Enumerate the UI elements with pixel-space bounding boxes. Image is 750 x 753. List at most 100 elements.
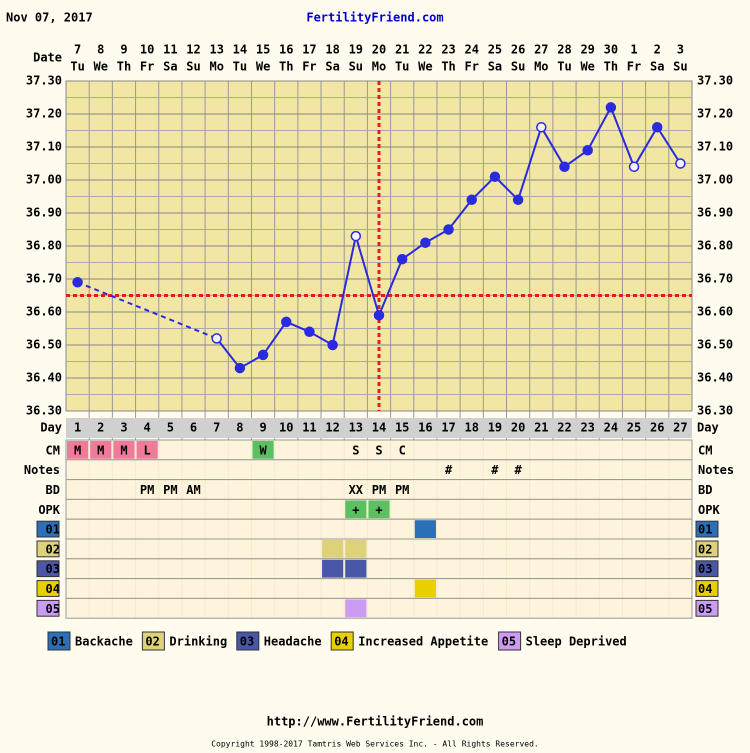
row-label-bg: [36, 540, 60, 558]
row-label-right: 01: [698, 523, 712, 537]
cell-text: S: [352, 443, 359, 457]
day-label: 26: [650, 421, 664, 435]
weekday-label: Tu: [395, 60, 409, 74]
cell-text: C: [399, 443, 406, 457]
date-label: 13: [209, 43, 223, 57]
row-label: 05: [46, 602, 60, 616]
day-label: 25: [627, 421, 641, 435]
cell-text: PM: [163, 483, 177, 497]
y-tick-label: 37.20: [26, 107, 62, 121]
date-label: 23: [441, 43, 455, 57]
symptom-cell: [345, 599, 367, 618]
cell-text: PM: [140, 483, 154, 497]
cell-text: M: [97, 443, 104, 457]
weekday-label: Th: [117, 60, 131, 74]
cell-text: PM: [395, 483, 409, 497]
temp-point: [350, 230, 362, 242]
day-label: 4: [144, 421, 151, 435]
y-tick-label: 36.60: [26, 305, 62, 319]
temp-point: [281, 316, 292, 328]
row-label-right: Notes: [698, 463, 734, 477]
day-row: [66, 418, 692, 438]
y-tick-label: 36.90: [26, 206, 62, 220]
weekday-label: Sa: [650, 60, 664, 74]
symptom-cell: [414, 579, 436, 598]
weekday-label: Fr: [302, 60, 316, 74]
legend-code: 04: [334, 635, 348, 649]
day-label: 27: [673, 421, 687, 435]
date-label: 22: [418, 43, 432, 57]
y-tick-label-right: 37.10: [697, 140, 733, 154]
y-tick-label: 37.00: [26, 173, 62, 187]
footer-url: http://www.FertilityFriend.com: [267, 715, 484, 729]
weekday-label: Th: [604, 60, 618, 74]
row-label-right: OPK: [698, 503, 720, 517]
legend-code: 05: [502, 635, 516, 649]
day-label: 11: [302, 421, 316, 435]
temp-point: [675, 158, 686, 169]
legend-name: Headache: [264, 635, 322, 649]
weekday-label: We: [256, 60, 270, 74]
temp-point: [72, 277, 83, 288]
y-tick-label: 36.40: [26, 371, 62, 385]
weekday-label: We: [94, 60, 108, 74]
cell-text: M: [74, 443, 81, 457]
y-tick-label-right: 37.00: [697, 173, 733, 187]
row-label: OPK: [38, 503, 60, 517]
date-label: 10: [140, 43, 154, 57]
cell-text: #: [491, 463, 499, 477]
day-label: 7: [213, 421, 220, 435]
day-label: 23: [580, 421, 594, 435]
legend-code: 02: [145, 635, 159, 649]
weekday-label: Mo: [534, 60, 548, 74]
cell-bg: [136, 441, 158, 459]
day-label: 12: [325, 421, 339, 435]
cell-text: XX: [349, 483, 364, 497]
row-bg: [65, 538, 693, 560]
day-label: 21: [534, 421, 548, 435]
date-label: 11: [163, 43, 177, 57]
row-label-bg: [36, 580, 60, 597]
row-label-right: 03: [698, 562, 712, 576]
date-label: 20: [372, 43, 386, 57]
date-label: 25: [488, 43, 502, 57]
cell-text: L: [144, 443, 151, 457]
legend-swatch: [141, 631, 165, 651]
temp-point: [466, 194, 477, 206]
y-tick-label-right: 36.90: [697, 206, 733, 220]
row-label-right: 04: [698, 582, 712, 596]
date-label: 24: [465, 43, 479, 57]
symptom-cell: [322, 540, 344, 558]
temp-point: [257, 349, 269, 361]
legend-code: 03: [240, 635, 254, 649]
row-label-right: 02: [698, 542, 712, 556]
legend-swatch: [47, 631, 71, 651]
y-tick-label: 37.30: [26, 74, 62, 88]
row-label: CM: [46, 443, 60, 457]
weekday-label: Su: [511, 60, 525, 74]
day-label: 19: [488, 421, 502, 435]
temp-point: [605, 102, 617, 113]
temp-point: [536, 121, 547, 133]
row-label: Notes: [24, 463, 60, 477]
date-label: 9: [120, 43, 127, 57]
cell-text: M: [120, 443, 127, 457]
copyright: Copyright 1998-2017 Tamtris Web Services…: [211, 740, 539, 749]
cell-text: +: [352, 503, 359, 517]
temp-point: [512, 194, 524, 206]
day-label: 15: [395, 421, 409, 435]
row-label-bg-right: [695, 520, 719, 538]
day-label: 8: [236, 421, 243, 435]
legend-name: Drinking: [169, 635, 227, 649]
date-label: 30: [604, 43, 618, 57]
day-label: 17: [441, 421, 455, 435]
date-label: 15: [256, 43, 270, 57]
row-label-right: BD: [698, 483, 712, 497]
day-label: 22: [557, 421, 571, 435]
date-label: 14: [233, 43, 247, 57]
temp-point: [327, 339, 338, 351]
legend-name: Increased Appetite: [358, 635, 488, 649]
cell-text: AM: [186, 483, 200, 497]
